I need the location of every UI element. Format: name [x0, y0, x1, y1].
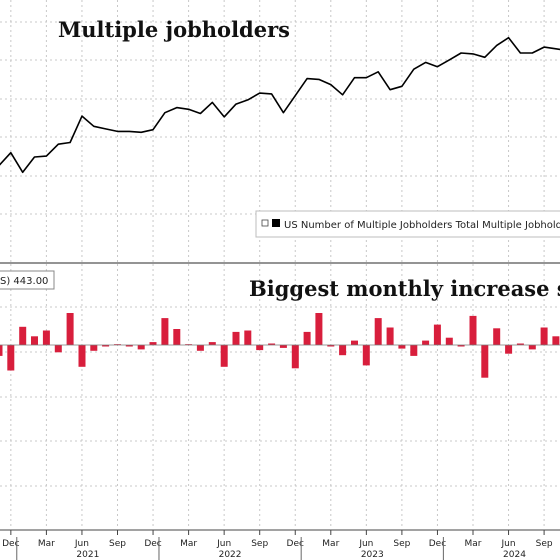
bar	[42, 330, 50, 345]
last-value-label: S) 443.00	[0, 276, 48, 287]
legend: US Number of Multiple Jobholders Total M…	[255, 210, 560, 238]
x-tick-label: Dec	[287, 539, 304, 549]
legend-label: US Number of Multiple Jobholders Total M…	[284, 220, 560, 231]
x-tick-label: Jun	[358, 539, 373, 549]
x-tick-label: Mar	[38, 539, 55, 549]
bottom-chart-title: Biggest monthly increase si	[249, 276, 560, 301]
bar	[232, 331, 240, 345]
line-path	[0, 36, 560, 174]
bar	[78, 345, 86, 367]
bar	[173, 329, 181, 345]
x-tick-label: Jun	[216, 539, 231, 549]
bar	[208, 342, 216, 345]
x-year-label: 2021	[76, 550, 99, 560]
x-tick-label: Dec	[429, 539, 446, 549]
x-tick-label: Sep	[109, 539, 126, 549]
bar	[66, 313, 74, 345]
x-year-label: 2024	[503, 550, 526, 560]
bar	[0, 345, 3, 356]
bar	[54, 345, 62, 353]
bar	[422, 340, 430, 345]
bar	[398, 345, 406, 349]
bar	[552, 336, 560, 345]
bar	[516, 343, 524, 345]
bar	[161, 318, 169, 345]
bar	[102, 345, 110, 347]
x-tick-label: Mar	[465, 539, 482, 549]
last-value-box	[0, 270, 55, 290]
bar	[351, 340, 358, 345]
legend-box	[255, 210, 560, 238]
bar	[315, 313, 323, 345]
bar	[528, 345, 536, 350]
bar	[410, 345, 418, 356]
x-tick-label: Mar	[322, 539, 339, 549]
bar	[469, 315, 477, 345]
bar	[7, 345, 15, 371]
bar	[149, 342, 157, 345]
legend-checkbox-icon	[261, 219, 269, 227]
x-tick-label: Mar	[180, 539, 197, 549]
bar	[125, 345, 133, 347]
bar	[327, 345, 335, 347]
x-tick-label: Sep	[251, 539, 268, 549]
bar	[386, 327, 394, 345]
bottom-panel-grid	[0, 264, 560, 529]
x-tick-label: Dec	[2, 539, 19, 549]
bar	[374, 318, 382, 345]
bar	[31, 336, 38, 345]
bar	[505, 345, 513, 354]
bar	[362, 345, 370, 366]
bar	[445, 337, 453, 345]
bar	[220, 345, 228, 367]
bar	[90, 345, 98, 351]
bar	[457, 345, 465, 347]
x-tick-label: Sep	[393, 539, 410, 549]
bar	[244, 330, 252, 345]
bar	[291, 345, 299, 369]
bar	[339, 345, 347, 356]
bar	[481, 345, 489, 378]
bar-series	[0, 313, 560, 378]
bar	[137, 345, 145, 350]
bar	[19, 326, 27, 345]
bar	[256, 345, 264, 351]
top-chart-title: Multiple jobholders	[58, 17, 290, 42]
bar	[279, 345, 287, 348]
legend-swatch-icon	[272, 219, 280, 227]
x-axis: Dec Mar Jun Sep Dec Mar Jun Sep Dec Mar Jun Sep Dec M…	[2, 530, 553, 560]
bar	[493, 328, 501, 345]
bar	[196, 345, 204, 351]
x-year-label: 2022	[219, 550, 242, 560]
bar	[303, 331, 311, 345]
x-tick-label: Dec	[144, 539, 161, 549]
bar	[433, 324, 441, 345]
x-tick-label: Jun	[74, 539, 89, 549]
line-series	[0, 36, 560, 174]
x-tick-label: Sep	[536, 539, 553, 549]
x-tick-label: Jun	[501, 539, 516, 549]
bar	[540, 327, 548, 345]
x-year-label: 2023	[361, 550, 384, 560]
bar	[268, 343, 276, 345]
